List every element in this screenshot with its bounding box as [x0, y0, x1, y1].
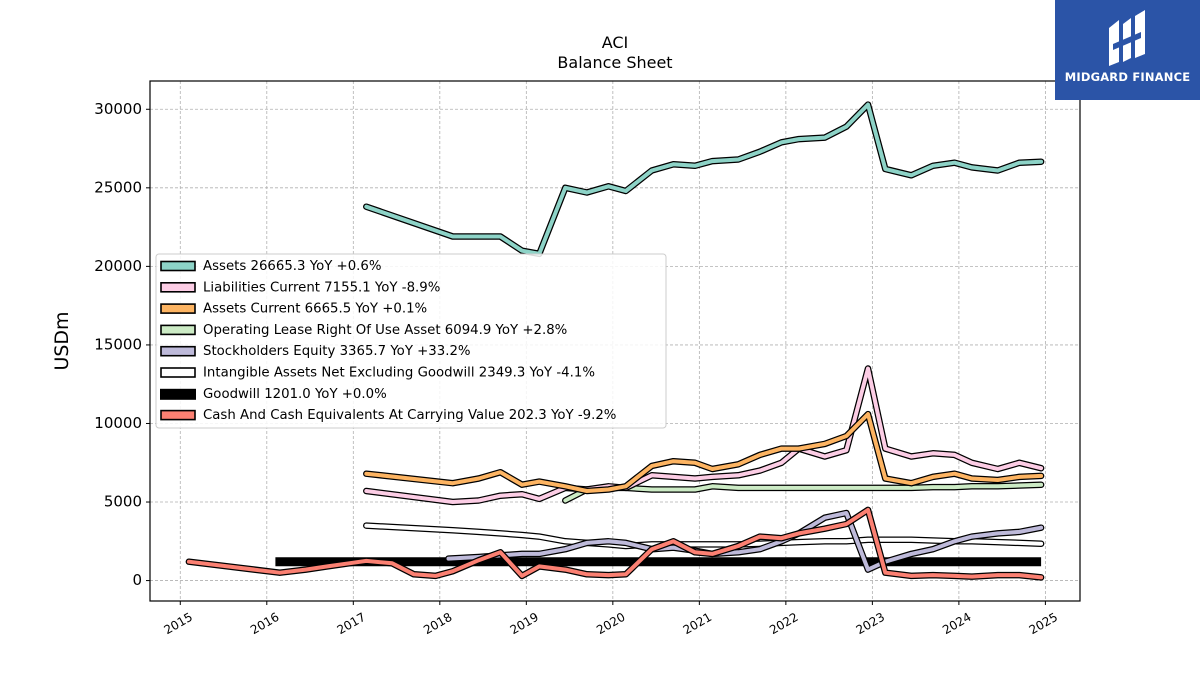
series-line: [186, 507, 1044, 580]
legend-label: Operating Lease Right Of Use Asset 6094.…: [203, 323, 567, 338]
chart-title: ACI: [602, 33, 629, 52]
series-line: [364, 412, 1044, 493]
legend-label: Assets Current 6665.5 YoY +0.1%: [203, 302, 427, 317]
series-line: [364, 366, 1044, 504]
legend-swatch: [160, 303, 196, 314]
series-outline: [363, 101, 1045, 258]
x-tick-label: 2018: [421, 610, 454, 637]
y-tick-label: 30000: [94, 100, 142, 118]
x-tick-label: 2023: [854, 610, 887, 637]
y-tick-label: 25000: [94, 178, 142, 196]
brand-logo: MIDGARD FINANCE: [1055, 0, 1200, 100]
legend-swatch: [160, 388, 196, 400]
x-tick-label: 2021: [681, 610, 714, 637]
series-7: [185, 506, 1045, 581]
y-tick-label: 10000: [94, 414, 142, 432]
legend-label: Liabilities Current 7155.1 YoY -8.9%: [203, 280, 440, 295]
legend-swatch: [160, 281, 196, 293]
y-tick-label: 15000: [94, 335, 142, 353]
series-1: [363, 365, 1045, 506]
legend-swatch: [160, 367, 196, 378]
legend-swatch: [160, 345, 196, 357]
legend-swatch: [160, 260, 196, 272]
legend-label: Stockholders Equity 3365.7 YoY +33.2%: [203, 344, 471, 359]
series-line: [446, 511, 1044, 572]
series-line: [364, 102, 1044, 256]
x-tick-label: 2015: [162, 610, 195, 637]
legend-label: Cash And Cash Equivalents At Carrying Va…: [203, 408, 616, 423]
x-tick-label: 2024: [940, 610, 973, 637]
plot-frame: [149, 80, 1081, 602]
legend-label: Assets 26665.3 YoY +0.6%: [203, 259, 381, 274]
x-tick-label: 2019: [508, 610, 541, 637]
y-tick-label: 20000: [94, 257, 142, 275]
chart-subtitle: Balance Sheet: [557, 53, 672, 72]
legend-box: [155, 253, 667, 429]
series-3: [562, 481, 1045, 504]
legend-label: Goodwill 1201.0 YoY +0.0%: [203, 387, 387, 402]
series-0: [363, 101, 1045, 258]
brand-name: MIDGARD FINANCE: [1064, 70, 1191, 84]
y-tick-label: 0: [132, 571, 142, 589]
x-tick-label: 2016: [248, 610, 281, 637]
series-line: [563, 482, 1044, 503]
legend: Assets 26665.3 YoY +0.6% Liabilities Curr…: [155, 253, 667, 429]
x-tick-label: 2020: [594, 610, 627, 637]
legend-swatch: [160, 409, 196, 421]
series-5: [363, 522, 1045, 550]
y-tick-label: 5000: [104, 493, 142, 511]
series-4: [445, 509, 1045, 573]
series-2: [363, 410, 1045, 495]
brand-mark-icon: [1109, 10, 1145, 66]
legend-label: Intangible Assets Net Excluding Goodwill…: [203, 366, 595, 381]
x-tick-label: 2017: [335, 610, 368, 637]
legend-swatch: [160, 324, 196, 336]
series-lines: [185, 101, 1045, 581]
y-axis-label: USDm: [51, 311, 73, 370]
x-tick-label: 2025: [1027, 610, 1060, 637]
x-tick-label: 2022: [767, 610, 800, 637]
